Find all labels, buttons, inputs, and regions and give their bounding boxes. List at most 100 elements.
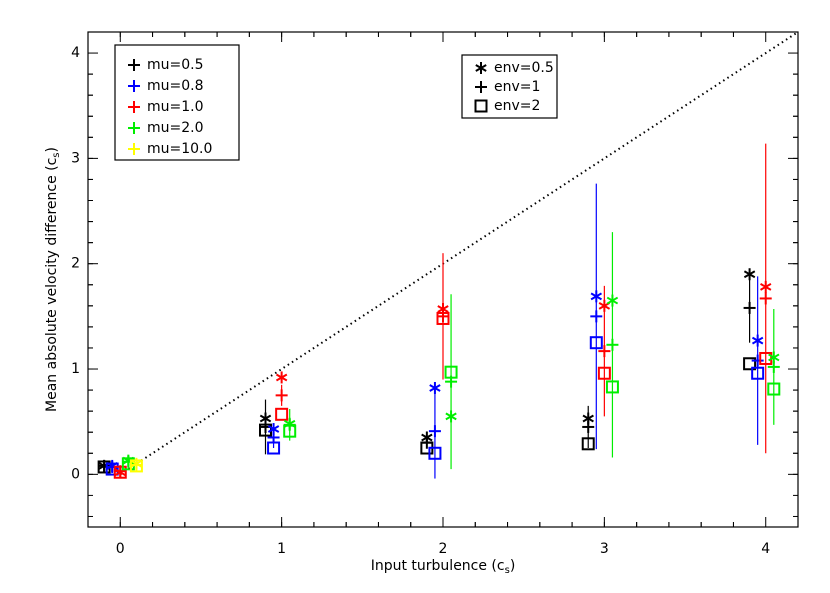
legend-label: mu=1.0 [147,99,204,115]
point [751,334,764,347]
x-axis-label-part: s [505,565,510,576]
point [275,389,288,402]
square-outline [751,366,765,380]
square-outline [597,366,611,380]
y-tick-label: 4 [71,45,80,61]
y-axis-label-part: Mean absolute velocity difference (c [44,158,60,412]
legend-swatch [128,80,140,92]
point [605,380,619,394]
legend-label: mu=0.5 [147,57,204,73]
point [445,410,457,423]
legend-label: env=2 [494,98,540,114]
y-tick-label: 2 [71,256,80,272]
asterisk-stroke [590,292,602,301]
legend-label: env=0.5 [494,60,554,76]
legend-marker [475,81,487,93]
point [759,292,772,305]
square-outline [129,459,143,473]
legend-label: mu=10.0 [147,141,212,157]
asterisk-stroke [429,384,441,392]
point [760,280,772,293]
legend-swatch [128,122,140,134]
square-outline [589,336,603,350]
point [121,457,135,471]
square-outline [581,437,595,451]
point [589,336,603,350]
point [113,465,127,479]
square-outline [283,424,297,438]
x-tick-label: 1 [277,541,286,557]
point [743,301,756,314]
point [743,268,756,281]
asterisk-stroke [437,305,449,313]
legend-swatch [128,101,140,113]
x-axis-label-part: ) [510,558,515,574]
y-axis-label-part: ) [44,147,60,152]
asterisk-stroke [768,353,780,362]
x-axis-label: Input turbulence (cs) [371,558,516,576]
x-tick-label: 4 [761,541,770,557]
square-outline [605,380,619,394]
square-outline [474,99,488,113]
point [105,462,119,476]
asterisk-stroke [582,414,594,423]
point [444,365,458,379]
asterisk-stroke [743,270,756,279]
square-outline [113,465,127,479]
asterisk-stroke [267,425,280,433]
point [606,294,619,307]
point [267,431,280,444]
point [581,437,595,451]
x-tick-label: 3 [600,541,609,557]
point [598,345,611,358]
point [590,310,603,323]
square-outline [428,446,442,460]
asterisk-stroke [475,64,487,72]
point [751,354,764,367]
point [590,290,602,303]
point [275,371,288,384]
point [436,311,450,325]
square-outline [121,457,135,471]
legend-label: env=1 [494,79,540,95]
y-tick-label: 0 [71,466,80,482]
asterisk-stroke [275,373,288,382]
point [129,459,143,473]
point [751,366,765,380]
legend-swatch [128,59,140,71]
y-axis-label-part: s [51,152,62,157]
point [582,420,595,433]
asterisk-stroke [751,336,764,345]
legend-label: mu=0.8 [147,78,204,94]
x-axis-label-part: Input turbulence (c [371,558,505,574]
asterisk-stroke [259,414,272,423]
asterisk-stroke [760,283,772,291]
x-tick-label: 2 [439,541,448,557]
y-tick-label: 3 [71,150,80,166]
point [743,357,757,371]
square-outline [767,382,781,396]
point [428,446,442,460]
square-outline [105,462,119,476]
y-tick-label: 1 [71,361,80,377]
legend-swatch [128,143,140,155]
point [429,381,441,394]
asterisk-stroke [606,296,619,305]
square-outline [267,441,281,455]
point [267,441,281,455]
x-tick-label: 0 [116,541,125,557]
point [597,366,611,380]
y-axis-label: Mean absolute velocity difference (cs) [44,147,62,412]
square-outline [275,407,289,421]
square-outline [743,357,757,371]
point [275,407,289,421]
legend-marker [475,62,487,74]
square-outline [444,365,458,379]
point [283,424,297,438]
legend-label: mu=2.0 [147,120,204,136]
point [767,382,781,396]
square-outline [436,311,450,325]
asterisk-stroke [445,412,457,421]
point [606,338,619,351]
